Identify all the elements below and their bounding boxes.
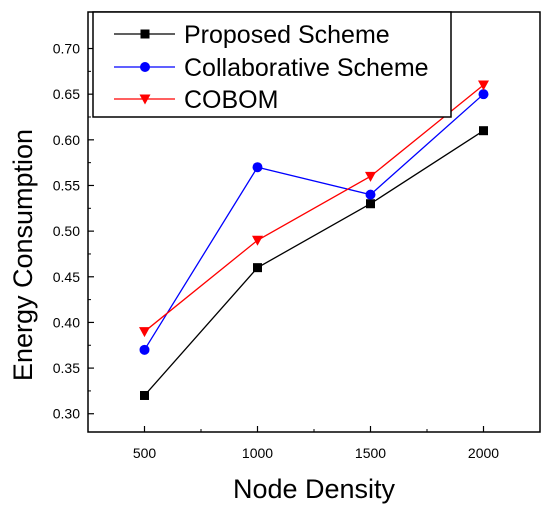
x-tick-label: 1000 — [242, 445, 273, 461]
data-point — [365, 189, 376, 200]
series-2 — [139, 89, 489, 355]
y-tick-label: 0.55 — [53, 177, 80, 193]
data-point — [252, 162, 263, 173]
y-tick-label: 0.45 — [53, 269, 80, 285]
x-tick-label: 1500 — [355, 445, 386, 461]
series-line — [143, 93, 484, 351]
legend-marker — [140, 62, 150, 72]
data-point — [365, 171, 376, 182]
data-point — [479, 126, 488, 136]
legend-label: COBOM — [184, 86, 278, 114]
series-line — [144, 84, 484, 333]
data-point — [366, 199, 375, 209]
y-tick-label: 0.65 — [53, 86, 80, 102]
data-point — [478, 89, 489, 100]
y-tick-label: 0.50 — [53, 223, 80, 239]
y-tick-label: 0.60 — [53, 132, 80, 148]
y-tick-label: 0.30 — [53, 406, 80, 422]
series-3 — [139, 80, 489, 338]
data-point — [252, 235, 263, 246]
y-tick-label: 0.70 — [53, 41, 80, 57]
series-1 — [140, 126, 488, 400]
y-tick-label: 0.40 — [53, 314, 80, 330]
x-tick-label: 500 — [133, 445, 157, 461]
data-point — [139, 344, 150, 355]
legend-marker — [140, 29, 150, 39]
data-point — [478, 80, 489, 91]
data-point — [139, 327, 150, 338]
x-tick-label: 2000 — [468, 445, 499, 461]
x-axis: 500 1000 1500 2000 — [87, 426, 541, 461]
y-axis-label: Energy Consumption — [8, 129, 38, 381]
legend-marker — [139, 94, 151, 105]
y-axis: 0.30 0.35 0.40 0.45 0.50 0.55 0.60 0.65 0.70 — [53, 41, 94, 422]
data-point — [253, 263, 262, 273]
legend-label: Proposed Scheme — [184, 21, 390, 49]
y-tick-label: 0.35 — [53, 360, 80, 376]
series-layer — [139, 80, 489, 400]
legend-label: Collaborative Scheme — [184, 54, 429, 82]
legend: Proposed Scheme Collaborative Scheme COBOM — [92, 11, 452, 118]
series-line — [144, 130, 484, 396]
x-axis-label: Node Density — [233, 474, 396, 504]
data-point — [140, 390, 149, 400]
